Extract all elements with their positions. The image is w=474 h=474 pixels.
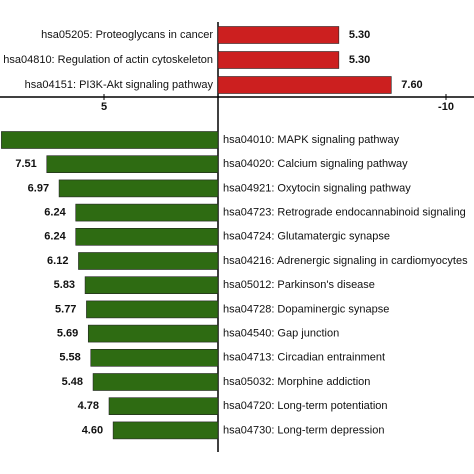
bar: [92, 373, 219, 391]
value-label: 4.78: [78, 400, 99, 412]
bar: [217, 76, 392, 94]
value-label: 7.51: [15, 158, 36, 170]
bar: [84, 276, 219, 295]
value-label: 5.77: [55, 303, 76, 315]
bar: [58, 179, 219, 198]
value-label: 7.60: [401, 79, 422, 91]
category-label: hsa05205: Proteoglycans in cancer: [41, 29, 213, 41]
category-label: hsa04810: Regulation of actin cytoskelet…: [3, 54, 213, 66]
category-label: hsa04151: PI3K-Akt signaling pathway: [25, 79, 214, 91]
category-label: hsa04216: Adrenergic signaling in cardio…: [223, 255, 468, 267]
bar: [112, 421, 219, 440]
value-label: 5.30: [349, 54, 370, 66]
category-label: hsa04730: Long-term depression: [223, 424, 384, 436]
bar: [78, 252, 219, 270]
bar: [108, 397, 219, 416]
category-label: hsa05032: Morphine addiction: [223, 376, 370, 388]
bar: [86, 300, 219, 319]
value-label: 5.69: [57, 328, 78, 340]
bar: [217, 26, 340, 44]
value-label: 5.30: [349, 29, 370, 41]
value-label: 6.24: [44, 231, 66, 243]
bar: [75, 228, 219, 246]
bar: [90, 348, 219, 367]
value-label: 5.48: [62, 376, 83, 388]
value-label: 5.58: [59, 352, 80, 364]
x-tick-label: 5: [101, 101, 107, 113]
category-label: hsa04713: Circadian entrainment: [223, 352, 385, 364]
category-label: hsa04720: Long-term potentiation: [223, 400, 388, 412]
value-label: 6.97: [28, 182, 49, 194]
bar: [1, 131, 219, 149]
category-label: hsa04724: Glutamatergic synapse: [223, 231, 390, 243]
x-tick-label: -10: [438, 101, 454, 113]
category-label: hsa04728: Dopaminergic synapse: [223, 303, 389, 315]
category-label: hsa04723: Retrograde endocannabinoid sig…: [223, 207, 466, 219]
category-label: hsa04921: Oxytocin signaling pathway: [223, 182, 411, 194]
value-label: 6.24: [44, 207, 66, 219]
category-label: hsa04020: Calcium signaling pathway: [223, 158, 408, 170]
category-label: hsa04010: MAPK signaling pathway: [223, 134, 400, 146]
bar: [46, 155, 219, 173]
bar: [75, 203, 219, 222]
bar: [217, 51, 340, 69]
value-label: 5.83: [54, 279, 75, 291]
value-label: 4.60: [82, 424, 103, 436]
bar: [87, 324, 219, 343]
category-label: hsa04540: Gap junction: [223, 328, 339, 340]
category-label: hsa05012: Parkinson's disease: [223, 279, 375, 291]
value-label: 6.12: [47, 255, 68, 267]
